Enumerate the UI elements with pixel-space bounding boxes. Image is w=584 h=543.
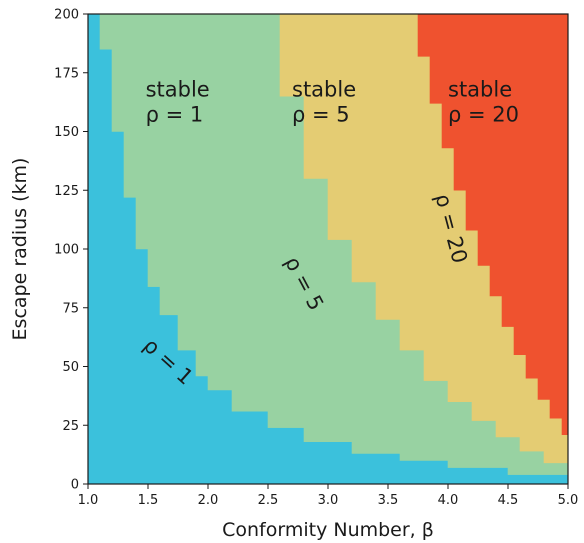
y-tick-label: 50	[62, 360, 79, 375]
x-tick-label: 4.0	[438, 493, 459, 508]
region-label-rho-1: ρ = 1	[146, 102, 204, 126]
region-label-stable-3: stable	[448, 77, 512, 101]
x-tick-label: 5.0	[558, 493, 579, 508]
region-label-rho-3: ρ = 20	[448, 102, 519, 126]
region-label-rho-2: ρ = 5	[292, 102, 350, 126]
y-axis-label: Escape radius (km)	[9, 158, 31, 341]
y-axis-ticks: 0 25 50 75 100 125 150 175 200	[54, 8, 88, 493]
region-label-stable-2: stable	[292, 77, 356, 101]
y-tick-label: 125	[54, 184, 79, 199]
x-tick-label: 4.5	[498, 493, 519, 508]
y-tick-label: 75	[62, 301, 79, 316]
y-tick-label: 100	[54, 243, 79, 258]
y-tick-label: 150	[54, 125, 79, 140]
x-tick-label: 3.5	[378, 493, 399, 508]
y-tick-label: 175	[54, 66, 79, 81]
x-axis-ticks: 1.0 1.5 2.0 2.5 3.0 3.5 4.0 4.5 5.0	[78, 484, 579, 508]
x-tick-label: 2.0	[198, 493, 219, 508]
y-tick-label: 200	[54, 8, 79, 23]
x-tick-label: 3.0	[318, 493, 339, 508]
region-label-stable-1: stable	[146, 77, 210, 101]
y-tick-label: 25	[62, 419, 79, 434]
y-tick-label: 0	[71, 478, 79, 493]
x-tick-label: 1.0	[78, 493, 99, 508]
x-tick-label: 1.5	[138, 493, 159, 508]
x-axis-label: Conformity Number, β	[222, 519, 434, 541]
x-tick-label: 2.5	[258, 493, 279, 508]
